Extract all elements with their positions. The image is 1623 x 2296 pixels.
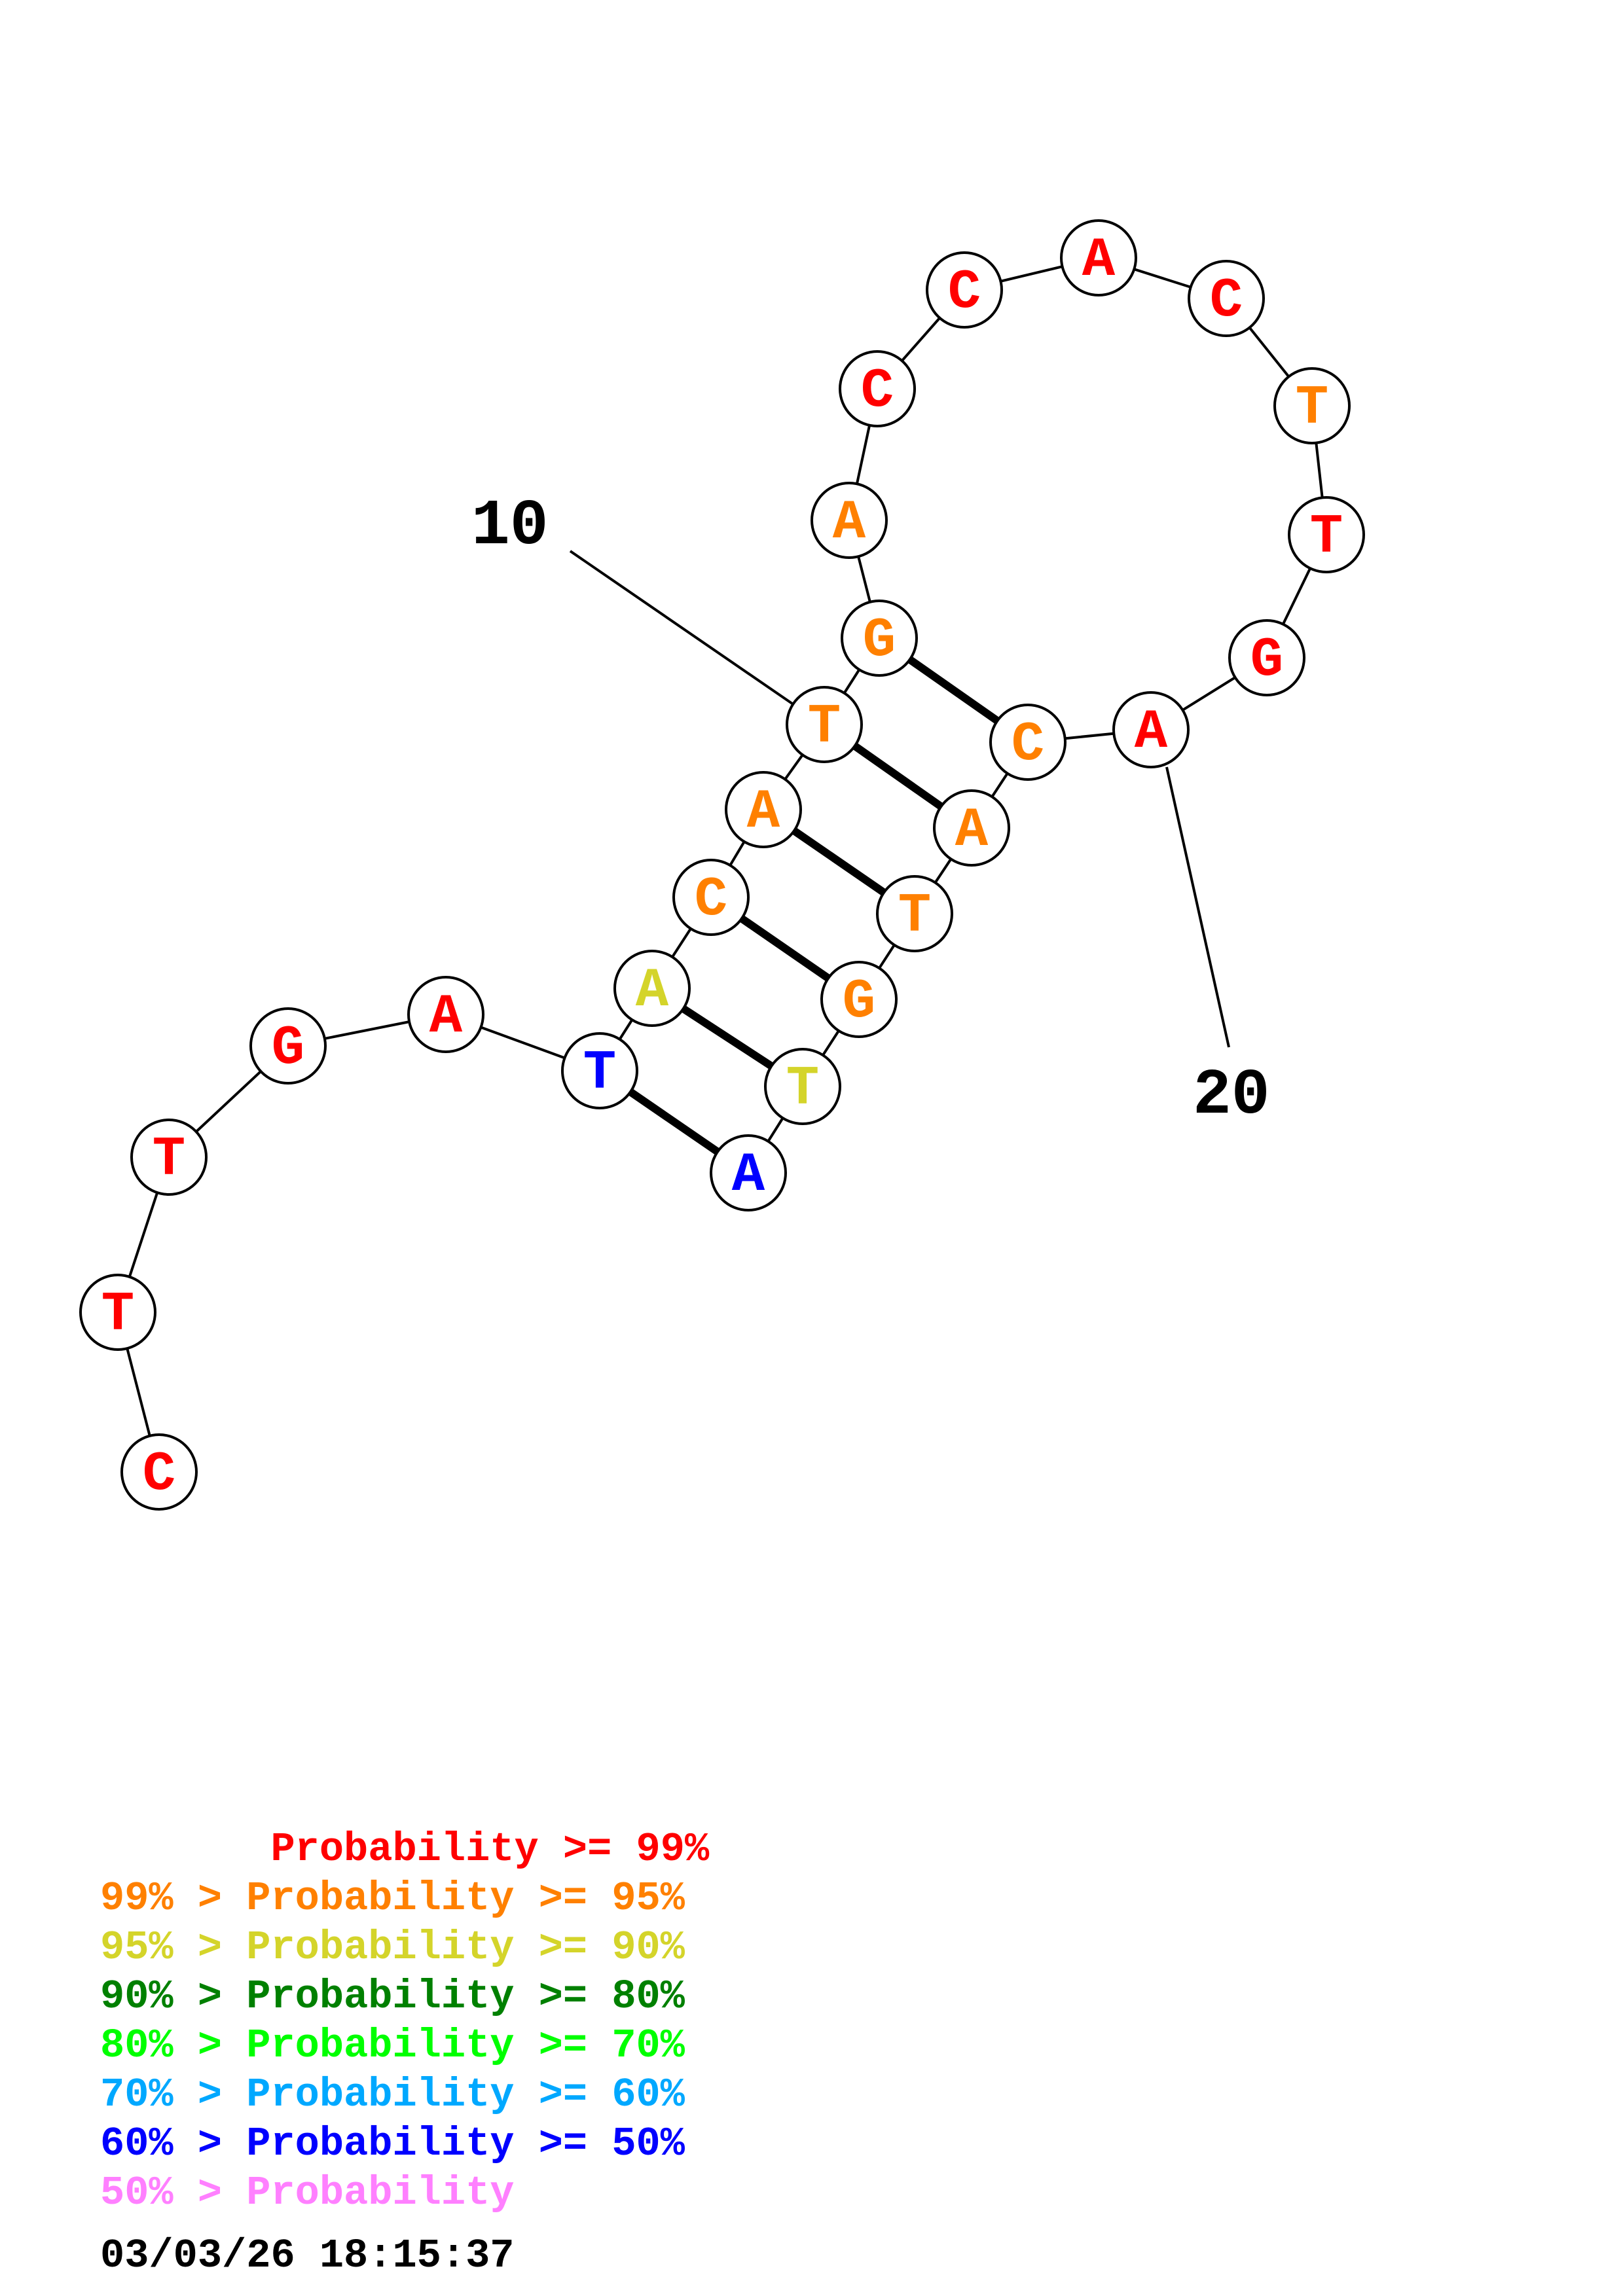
nucleotide-base: T bbox=[1296, 378, 1328, 440]
nucleotide-circle bbox=[1188, 260, 1265, 337]
nucleotide: T bbox=[130, 1119, 208, 1196]
nucleotide-base: T bbox=[101, 1284, 134, 1346]
position-label: 20 bbox=[1193, 1060, 1270, 1132]
nucleotide: T bbox=[876, 875, 953, 952]
nucleotide: C bbox=[672, 859, 750, 936]
nucleotide-circle bbox=[79, 1274, 156, 1351]
nucleotide: A bbox=[613, 950, 691, 1027]
nucleotide-base: A bbox=[429, 986, 463, 1049]
nucleotide-circle bbox=[811, 482, 888, 559]
nucleotide-base: A bbox=[747, 781, 780, 844]
legend-entry: 50% > Probability bbox=[100, 2170, 515, 2216]
position-leader-line bbox=[569, 550, 793, 705]
nucleotide: T bbox=[786, 686, 863, 763]
nucleotide-circle bbox=[249, 1007, 327, 1085]
legend-entry: 95% > Probability >= 90% bbox=[100, 1924, 685, 1971]
nucleotide: A bbox=[1060, 219, 1137, 296]
nucleotide-circle bbox=[1273, 367, 1351, 444]
nucleotide-circle bbox=[130, 1119, 208, 1196]
nucleotide-circle bbox=[820, 961, 898, 1038]
nucleotide-base: A bbox=[1082, 230, 1116, 292]
nucleotide-circle bbox=[933, 789, 1010, 867]
nucleotide-circle bbox=[926, 251, 1003, 329]
nucleotide-circle bbox=[839, 350, 916, 427]
nucleotide: C bbox=[989, 704, 1067, 781]
nucleotide-base: T bbox=[583, 1043, 616, 1105]
nucleotide: C bbox=[839, 350, 916, 427]
nucleotide: A bbox=[1112, 691, 1190, 768]
nucleotide-base: G bbox=[1250, 630, 1283, 692]
nucleotide: A bbox=[811, 482, 888, 559]
timestamp: 03/03/26 18:15:37 bbox=[100, 2233, 515, 2279]
nucleotide-circle bbox=[672, 859, 750, 936]
nucleotide-base: T bbox=[808, 696, 841, 759]
nucleotide-base: A bbox=[955, 800, 989, 862]
nucleotide-circle bbox=[841, 600, 918, 677]
nucleotide-base: C bbox=[1012, 714, 1044, 776]
nucleotide: C bbox=[120, 1433, 198, 1511]
nucleotide-base: A bbox=[732, 1145, 765, 1207]
nucleotide: C bbox=[1188, 260, 1265, 337]
nucleotide-base: T bbox=[898, 886, 931, 948]
nucleotide: T bbox=[764, 1048, 841, 1125]
nucleotide: T bbox=[561, 1032, 638, 1109]
nucleotide-circle bbox=[710, 1134, 787, 1211]
position-labels: 10 20 bbox=[471, 490, 1270, 1132]
nucleotide-circle bbox=[1228, 619, 1305, 696]
nucleotide-circle bbox=[613, 950, 691, 1027]
nucleotide-base: G bbox=[843, 971, 875, 1033]
nucleotide: A bbox=[407, 976, 484, 1053]
nucleotide: T bbox=[1273, 367, 1351, 444]
nucleotide-circle bbox=[1060, 219, 1137, 296]
legend-entry: 60% > Probability >= 50% bbox=[100, 2121, 685, 2167]
nucleotide: G bbox=[1228, 619, 1305, 696]
nucleotide-base: T bbox=[1310, 507, 1343, 569]
nucleotide: G bbox=[841, 600, 918, 677]
nucleotide-base: T bbox=[786, 1058, 819, 1121]
nucleotide-circle bbox=[1112, 691, 1190, 768]
nucleotide-base: C bbox=[695, 869, 727, 931]
legend-entry: 99% > Probability >= 95% bbox=[100, 1875, 685, 1922]
nucleotide-base: A bbox=[833, 492, 866, 554]
nucleotide: C bbox=[926, 251, 1003, 329]
nucleotide-circle bbox=[786, 686, 863, 763]
nucleotide: T bbox=[79, 1274, 156, 1351]
legend-entry: Probability >= 99% bbox=[100, 1826, 710, 1873]
nucleotide: A bbox=[710, 1134, 787, 1211]
nucleotide-base: C bbox=[861, 361, 894, 423]
nucleotide: A bbox=[725, 771, 802, 848]
nucleotide-base: A bbox=[636, 960, 669, 1022]
nucleotide-circle bbox=[876, 875, 953, 952]
nucleotide-base: T bbox=[153, 1129, 185, 1191]
nucleotide-base: A bbox=[1135, 702, 1168, 764]
nucleotide-circle bbox=[407, 976, 484, 1053]
nucleotide-base: G bbox=[863, 610, 896, 672]
nucleotide: A bbox=[933, 789, 1010, 867]
nucleotide: G bbox=[249, 1007, 327, 1085]
nucleotide-circle bbox=[120, 1433, 198, 1511]
nucleotide-base: C bbox=[1210, 270, 1243, 332]
nucleotide-circle bbox=[989, 704, 1067, 781]
legend-entry: 90% > Probability >= 80% bbox=[100, 1973, 685, 2020]
position-leader-line bbox=[1165, 766, 1230, 1048]
nucleotide: G bbox=[820, 961, 898, 1038]
nucleotide-base: C bbox=[143, 1444, 175, 1506]
legend-entry: 70% > Probability >= 60% bbox=[100, 2072, 685, 2118]
nucleotide-circle bbox=[561, 1032, 638, 1109]
nucleotide-base: G bbox=[272, 1018, 304, 1080]
position-label: 10 bbox=[471, 490, 549, 563]
nucleotide: T bbox=[1288, 496, 1365, 573]
nucleotide-base: C bbox=[948, 262, 981, 324]
nucleotide-circle bbox=[725, 771, 802, 848]
nucleotide-circle bbox=[764, 1048, 841, 1125]
legend-entry: 80% > Probability >= 70% bbox=[100, 2022, 685, 2069]
nucleotide-circle bbox=[1288, 496, 1365, 573]
